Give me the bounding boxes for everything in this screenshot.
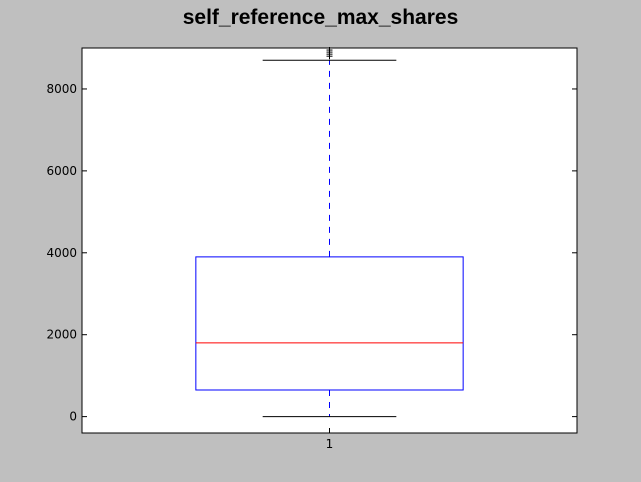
y-tick-label: 4000	[46, 246, 77, 260]
y-tick-label: 0	[69, 410, 77, 424]
x-tick-label: 1	[326, 437, 334, 451]
chart-title: self_reference_max_shares	[182, 6, 459, 29]
y-tick-label: 2000	[46, 328, 77, 342]
y-tick-label: 8000	[46, 82, 77, 96]
y-tick-label: 6000	[46, 164, 77, 178]
iqr-box	[195, 256, 464, 391]
